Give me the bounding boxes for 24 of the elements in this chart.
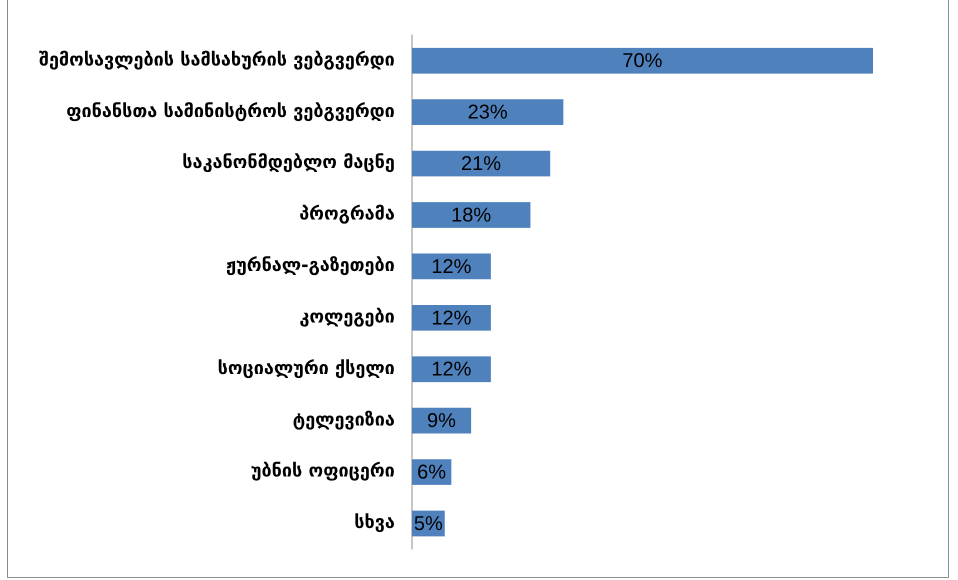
data-label: 23% bbox=[468, 102, 508, 124]
data-label: 6% bbox=[417, 462, 446, 484]
data-label: 12% bbox=[431, 307, 472, 330]
data-label: 18% bbox=[451, 204, 492, 226]
y-tick-label: სხვა bbox=[354, 512, 395, 534]
y-tick-label: ჟურნალ-გაზეთები bbox=[226, 255, 395, 276]
data-label: 21% bbox=[460, 153, 502, 176]
y-tick-label: ტელევიზია bbox=[292, 409, 395, 430]
y-tick-label: შემოსავლების სამსახურის ვებგვერდი bbox=[38, 49, 395, 70]
y-tick-label: უბნის ოფიცერი bbox=[250, 460, 395, 482]
y-tick-label: სოციალური ქსელი bbox=[218, 358, 395, 379]
bar bbox=[412, 48, 873, 74]
data-label: 9% bbox=[427, 410, 456, 432]
y-tick-label: კოლეგები bbox=[299, 306, 395, 328]
bar bbox=[412, 99, 564, 125]
data-label: 5% bbox=[414, 513, 443, 536]
bar bbox=[412, 150, 550, 176]
data-label: 70% bbox=[622, 50, 663, 72]
data-label: 12% bbox=[431, 256, 472, 278]
data-label: 12% bbox=[431, 358, 472, 381]
bar bbox=[412, 202, 530, 228]
y-tick-label: ფინანსთა სამინისტროს ვებგვერდი bbox=[66, 100, 395, 122]
y-tick-label: პროგრამა bbox=[299, 204, 395, 225]
y-tick-label: საკანონმდებლო მაცნე bbox=[182, 152, 395, 174]
